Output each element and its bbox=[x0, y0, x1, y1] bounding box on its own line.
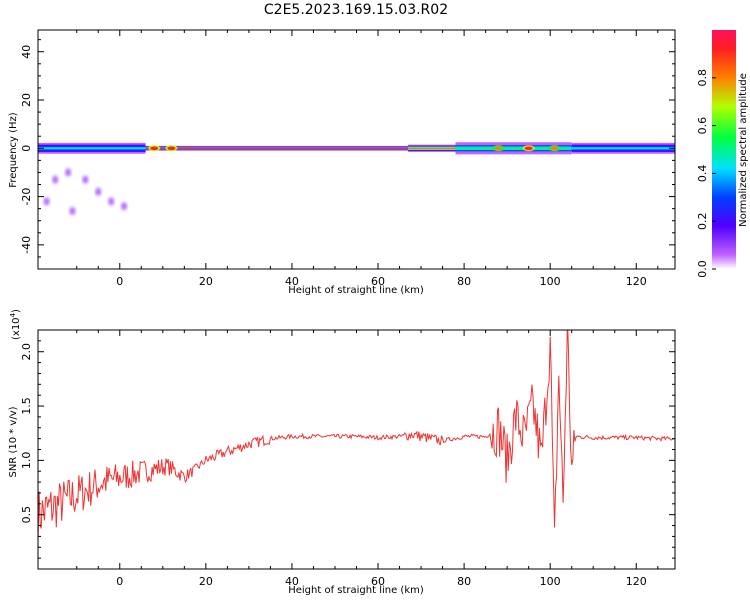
colorbar-ticks: 0.0 0.2 0.4 0.6 0.8 bbox=[696, 69, 716, 278]
spectrogram-scatter-blob bbox=[82, 175, 89, 184]
spectrogram-scatter-blob bbox=[52, 175, 59, 184]
snr-x-tick-label: 80 bbox=[457, 575, 471, 588]
spectrogram-y-tick-label: 40 bbox=[20, 45, 33, 59]
snr-x-tick-label: 60 bbox=[371, 575, 385, 588]
spectrogram-scatter-blob bbox=[95, 187, 102, 196]
colorbar-tick-label: 0.0 bbox=[696, 260, 709, 278]
colorbar-label: Normalized spectral amplitude bbox=[738, 73, 749, 227]
spectrogram-y-tick-label: 20 bbox=[20, 93, 33, 107]
spectrogram-hot-spot bbox=[494, 146, 503, 151]
snr-x-label: Height of straight line (km) bbox=[288, 585, 424, 596]
snr-multiplier: (x104) bbox=[9, 309, 22, 340]
snr-frame bbox=[37, 329, 676, 570]
spectrogram-ridge-band bbox=[455, 147, 572, 150]
spectrogram-y-tick-label: -20 bbox=[20, 188, 33, 206]
snr-y-label: SNR (10 * v/v) bbox=[8, 406, 19, 477]
spectrogram-scatter-blob bbox=[69, 207, 76, 216]
spectrogram-ridge-band bbox=[38, 147, 146, 150]
colorbar-gradient bbox=[712, 30, 736, 269]
spectrogram-scatter-blob bbox=[65, 168, 72, 177]
spectrogram-hot-spot bbox=[150, 146, 159, 151]
spectrogram-x-tick-label: 20 bbox=[199, 275, 213, 288]
snr-x-tick-label: 120 bbox=[626, 575, 647, 588]
colorbar-tick-label: 0.8 bbox=[696, 69, 709, 87]
snr-series-line bbox=[38, 330, 675, 542]
spectrogram-x-tick-label: 120 bbox=[626, 275, 647, 288]
spectrogram-x-label: Height of straight line (km) bbox=[288, 285, 424, 296]
snr-x-tick-label: 0 bbox=[116, 575, 123, 588]
spectrogram-x-tick-label: 80 bbox=[457, 275, 471, 288]
spectrogram-x-tick-label: 40 bbox=[285, 275, 299, 288]
snr-x-tick-label: 40 bbox=[285, 575, 299, 588]
spectrogram-panel: 0 20 40 60 80 100 120 40 20 0 -20 -40 Height of str… bbox=[8, 29, 676, 296]
spectrogram-hot-spot bbox=[167, 146, 176, 151]
spectrogram-x-tick-label: 100 bbox=[540, 275, 561, 288]
snr-y-tick-label: 0.5 bbox=[20, 506, 33, 524]
colorbar: 0.0 0.2 0.4 0.6 0.8 Normalized spectral ampl… bbox=[696, 30, 749, 278]
spectrogram-scatter-blob bbox=[121, 202, 128, 211]
spectrogram-x-tick-label: 60 bbox=[371, 275, 385, 288]
colorbar-tick-label: 0.6 bbox=[696, 117, 709, 135]
spectrogram-hot-spot bbox=[550, 146, 559, 151]
snr-x-tick-label: 100 bbox=[540, 575, 561, 588]
snr-y-tick-label: 2.0 bbox=[20, 343, 33, 361]
spectrogram-ridge-band bbox=[571, 147, 675, 150]
spectrogram-ticks: 0 20 40 60 80 100 120 40 20 0 -20 -40 bbox=[20, 30, 675, 288]
spectrogram-x-tick-label: 0 bbox=[116, 275, 123, 288]
spectrogram-scatter-blob bbox=[108, 197, 115, 206]
snr-y-tick-label: 1.0 bbox=[20, 452, 33, 470]
snr-y-tick-label: 1.5 bbox=[20, 397, 33, 415]
spectrogram-hot-spot bbox=[524, 146, 533, 151]
snr-x-tick-label: 20 bbox=[199, 575, 213, 588]
svg-text:(x104): (x104) bbox=[9, 309, 22, 340]
colorbar-tick-label: 0.2 bbox=[696, 212, 709, 230]
spectrogram-y-tick-label: -40 bbox=[20, 236, 33, 254]
spectrogram-scatter-blob bbox=[43, 197, 50, 206]
spectrogram-ridge-band bbox=[408, 147, 456, 150]
snr-ticks: 0 20 40 60 80 100 120 0.5 1.0 1.5 2.0 bbox=[20, 330, 675, 588]
spectrogram-y-tick-label: 0 bbox=[20, 145, 33, 152]
spectrogram-y-label: Frequency (Hz) bbox=[8, 112, 19, 188]
figure-title: C2E5.2023.169.15.03.R02 bbox=[264, 2, 448, 18]
colorbar-tick-label: 0.4 bbox=[696, 165, 709, 183]
spectrogram-ridge-band bbox=[145, 147, 409, 150]
snr-panel: 0 20 40 60 80 100 120 0.5 1.0 1.5 2.0 Height of st… bbox=[8, 309, 676, 596]
spectrogram-plot-area bbox=[38, 141, 675, 216]
